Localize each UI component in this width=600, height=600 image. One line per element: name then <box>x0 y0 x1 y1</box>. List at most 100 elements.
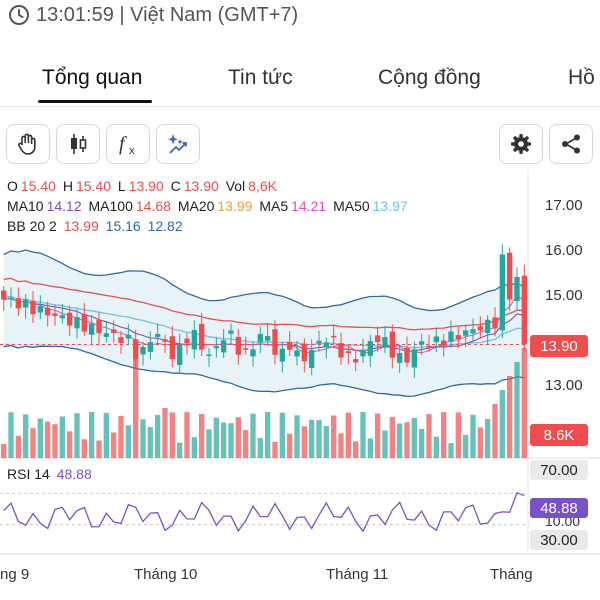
volume-bar <box>235 417 241 458</box>
candle-body <box>213 346 219 349</box>
volume-bar <box>301 426 307 458</box>
volume-bar <box>492 404 498 458</box>
active-tab-indicator <box>38 100 152 103</box>
volume-bar <box>140 419 146 458</box>
share-button[interactable] <box>549 124 593 164</box>
candle-body <box>15 298 21 309</box>
legend-ma20-value: 13.99 <box>217 198 253 214</box>
indicators-button[interactable]: f x <box>106 124 150 164</box>
volume-bar <box>89 412 95 458</box>
ai-analysis-button[interactable] <box>156 124 200 164</box>
legend-bb-key: BB 20 2 <box>7 218 57 234</box>
candle-body <box>514 277 520 302</box>
chart-toolbar: f x <box>0 124 600 168</box>
tab-overview[interactable]: Tổng quan <box>42 66 143 89</box>
tab-community[interactable]: Cộng đồng <box>378 66 481 89</box>
legend-vol-value: 8,6K <box>248 178 277 194</box>
volume-bar <box>397 423 403 458</box>
candle-body <box>162 339 168 342</box>
candle-body <box>30 300 36 314</box>
candle-body <box>81 314 87 332</box>
rsi-label: RSI 14 <box>7 466 50 482</box>
volume-bar <box>147 427 153 458</box>
candle-body <box>272 329 278 355</box>
volume-bar <box>59 416 65 458</box>
volume-bar <box>169 412 175 458</box>
candle-body <box>67 312 73 326</box>
candle-body <box>118 337 124 343</box>
candle-body <box>235 337 241 355</box>
legend-ohlc: O 15.40 H 15.40 L 13.90 C 13.90 Vol 8,6K <box>7 178 280 194</box>
clock-icon <box>9 5 29 25</box>
legend-bb-upper: 15.16 <box>105 218 141 234</box>
candle-body <box>45 307 51 316</box>
volume-bar <box>499 390 505 458</box>
candle-body <box>111 329 117 333</box>
volume-bar <box>272 441 278 458</box>
volume-bar <box>221 422 227 458</box>
volume-bar <box>360 412 366 458</box>
legend-ma5-key: MA5 <box>259 198 289 214</box>
volume-bar <box>389 416 395 458</box>
x-label-dec: Tháng <box>490 566 533 583</box>
volume-bar <box>294 415 300 458</box>
rsi-panel-bg <box>0 458 528 554</box>
candle-body <box>521 275 527 345</box>
volume-bar <box>133 348 139 458</box>
candle-body <box>411 349 417 368</box>
candle-body <box>404 347 410 363</box>
candle-body <box>382 337 388 348</box>
chart-type-button[interactable] <box>56 124 100 164</box>
volume-bar <box>287 433 293 458</box>
candle-body <box>23 299 29 308</box>
volume-bar <box>521 348 527 458</box>
volume-bar <box>74 413 80 458</box>
candle-body <box>448 331 454 342</box>
volume-bar <box>155 414 161 458</box>
volume-bar <box>367 438 373 458</box>
volume-bar <box>243 430 249 458</box>
drawing-tool-button[interactable] <box>6 124 50 164</box>
volume-bar <box>228 423 234 458</box>
candle-body <box>316 340 322 344</box>
volume-bar <box>191 437 197 458</box>
volume-bar <box>382 430 388 458</box>
bollinger-lower-line <box>3 344 525 397</box>
volume-bar <box>30 428 36 458</box>
candle-body <box>243 348 249 350</box>
volume-bar <box>103 412 109 458</box>
legend-bb-lower: 12.82 <box>147 218 183 234</box>
legend-ma10-key: MA10 <box>7 198 44 214</box>
volume-bar <box>8 412 14 458</box>
volume-bar <box>411 417 417 458</box>
legend-ma50-key: MA50 <box>333 198 370 214</box>
candle-body <box>433 336 439 343</box>
candle-body <box>287 342 293 350</box>
volume-bar <box>96 440 102 458</box>
candle-body <box>279 348 285 362</box>
legend-h-key: H <box>62 178 73 194</box>
candlestick-icon <box>71 134 87 154</box>
candle-body <box>470 329 476 334</box>
candle-body <box>125 334 131 339</box>
tab-bar: Tổng quan Tin tức Cộng đồng Hồ <box>0 54 600 106</box>
legend-ma100-key: MA100 <box>88 198 133 214</box>
tab-news[interactable]: Tin tức <box>228 66 293 89</box>
legend-c-value: 13.90 <box>183 178 219 194</box>
candle-body <box>250 349 256 357</box>
volume-bar <box>15 435 21 458</box>
volume-bar <box>514 362 520 458</box>
volume-bar <box>265 412 271 458</box>
volume-bar <box>184 412 190 458</box>
legend-bb: BB 20 2 13.99 15.16 12.82 <box>7 218 186 234</box>
legend-l-value: 13.90 <box>128 178 164 194</box>
candle-body <box>323 342 329 348</box>
settings-button[interactable] <box>499 124 543 164</box>
gear-icon <box>511 134 531 154</box>
volume-bar <box>448 443 454 458</box>
candle-body <box>8 297 14 300</box>
tab-profile[interactable]: Hồ <box>568 66 595 89</box>
candle-body <box>419 341 425 345</box>
volume-bar <box>419 428 425 458</box>
